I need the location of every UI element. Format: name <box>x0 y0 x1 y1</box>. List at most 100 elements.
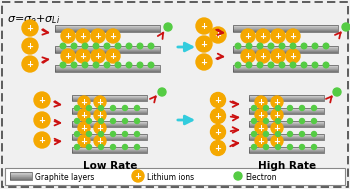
Circle shape <box>111 132 116 136</box>
Bar <box>55 71 160 72</box>
Circle shape <box>106 49 120 63</box>
Bar <box>55 30 160 31</box>
Circle shape <box>252 145 257 149</box>
Circle shape <box>82 43 88 49</box>
Circle shape <box>78 96 90 108</box>
Circle shape <box>301 62 307 68</box>
Circle shape <box>290 62 296 68</box>
Text: +: + <box>80 137 88 146</box>
Bar <box>249 99 324 100</box>
Bar <box>55 31 160 32</box>
Circle shape <box>312 43 318 49</box>
Bar <box>233 69 338 70</box>
Bar <box>249 112 324 113</box>
Circle shape <box>91 49 105 63</box>
Circle shape <box>111 145 116 149</box>
Bar <box>249 139 324 140</box>
Bar <box>249 125 324 126</box>
Bar <box>55 52 160 53</box>
Circle shape <box>111 105 116 111</box>
Bar <box>72 136 147 137</box>
Circle shape <box>71 43 77 49</box>
Text: +: + <box>38 96 46 105</box>
Bar <box>55 68 160 69</box>
Text: +: + <box>80 98 88 107</box>
Bar <box>249 98 324 99</box>
Bar <box>249 147 324 148</box>
Circle shape <box>279 43 285 49</box>
Text: +: + <box>94 52 101 61</box>
Bar <box>55 65 160 66</box>
Bar <box>249 111 324 112</box>
Bar <box>72 139 147 140</box>
Bar <box>72 134 147 140</box>
Bar <box>249 109 324 110</box>
Circle shape <box>255 122 267 134</box>
Circle shape <box>115 62 121 68</box>
Circle shape <box>76 49 90 63</box>
Bar <box>72 139 147 140</box>
Circle shape <box>264 105 268 111</box>
Circle shape <box>252 132 257 136</box>
Circle shape <box>158 88 166 96</box>
Text: +: + <box>274 52 281 61</box>
Circle shape <box>241 49 255 63</box>
Bar <box>233 46 338 47</box>
Circle shape <box>134 119 140 123</box>
Bar <box>249 135 324 136</box>
Circle shape <box>86 105 91 111</box>
Circle shape <box>210 92 225 108</box>
Bar <box>249 150 324 151</box>
Circle shape <box>22 38 38 54</box>
Circle shape <box>22 20 38 36</box>
Bar <box>249 108 324 114</box>
Circle shape <box>290 43 296 49</box>
Bar <box>72 125 147 126</box>
Bar <box>72 149 147 150</box>
Bar <box>72 137 147 138</box>
Circle shape <box>286 49 300 63</box>
Bar <box>72 126 147 127</box>
Bar <box>249 108 324 109</box>
Bar <box>249 126 324 127</box>
Bar <box>233 68 338 69</box>
Circle shape <box>255 109 267 121</box>
Text: +: + <box>201 22 208 31</box>
Bar <box>72 123 147 124</box>
Circle shape <box>271 135 283 147</box>
Circle shape <box>148 62 154 68</box>
Circle shape <box>34 92 50 108</box>
Circle shape <box>78 109 90 121</box>
Bar <box>249 122 324 123</box>
Circle shape <box>98 145 104 149</box>
Text: +: + <box>258 98 265 107</box>
Bar <box>233 50 338 51</box>
Circle shape <box>235 62 241 68</box>
Bar <box>233 52 338 53</box>
Bar <box>72 151 147 152</box>
Text: +: + <box>215 128 222 137</box>
Text: +: + <box>273 111 280 120</box>
Bar <box>72 99 147 100</box>
Circle shape <box>98 119 104 123</box>
Circle shape <box>22 56 38 72</box>
Circle shape <box>126 62 132 68</box>
Circle shape <box>252 105 257 111</box>
Bar <box>72 150 147 151</box>
Circle shape <box>323 62 329 68</box>
Bar <box>72 113 147 114</box>
Circle shape <box>34 132 50 148</box>
Bar <box>72 147 147 148</box>
Circle shape <box>287 119 293 123</box>
Text: +: + <box>94 32 101 41</box>
Bar <box>72 110 147 111</box>
Bar <box>249 110 324 111</box>
Text: +: + <box>258 137 265 146</box>
Bar <box>249 99 324 100</box>
Bar <box>249 125 324 126</box>
Bar <box>249 134 324 135</box>
Bar <box>55 25 160 32</box>
Bar <box>249 134 324 140</box>
Bar <box>233 48 338 49</box>
Circle shape <box>75 132 79 136</box>
